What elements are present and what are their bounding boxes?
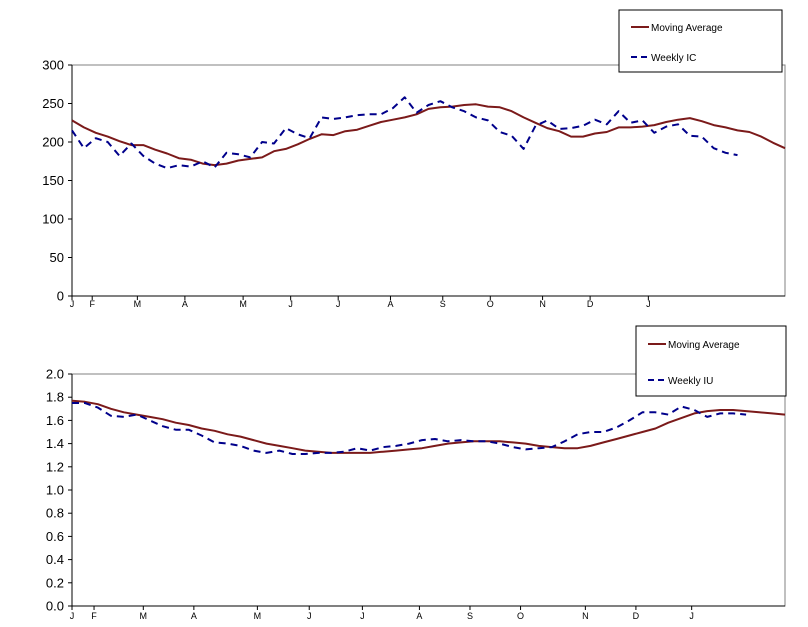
x-tick-label: M	[239, 299, 247, 309]
x-tick-label: J	[689, 611, 694, 621]
y-tick-label: 1.4	[46, 436, 64, 451]
y-tick-label: 1.8	[46, 390, 64, 405]
y-tick-label: 200	[42, 135, 64, 150]
x-tick-label: M	[134, 299, 142, 309]
x-tick-label: A	[416, 611, 422, 621]
x-tick-label: J	[646, 299, 651, 309]
legend-label: Weekly IC	[651, 53, 696, 64]
weekly-iu-line	[72, 402, 747, 455]
y-tick-label: 1.2	[46, 459, 64, 474]
x-tick-label: N	[539, 299, 546, 309]
x-tick-label: S	[467, 611, 473, 621]
y-tick-label: 100	[42, 212, 64, 227]
moving-average-line	[71, 103, 786, 167]
plot-area	[71, 64, 786, 297]
x-tick-label: J	[70, 611, 75, 621]
y-tick-label: 300	[42, 58, 64, 73]
x-tick-label: A	[387, 299, 393, 309]
y-tick-label: 0.0	[46, 599, 64, 614]
y-tick-label: 0.6	[46, 529, 64, 544]
x-tick-label: J	[307, 611, 312, 621]
legend-box	[618, 9, 783, 73]
x-tick-label: A	[191, 611, 197, 621]
legend-box	[635, 325, 787, 397]
x-tick-label: O	[517, 611, 524, 621]
y-tick-label: 0	[57, 289, 64, 304]
legend-label: Moving Average	[668, 340, 740, 351]
x-tick-label: A	[182, 299, 188, 309]
y-tick-label: 0.2	[46, 575, 64, 590]
legend-label: Moving Average	[651, 23, 723, 34]
x-tick-label: D	[587, 299, 594, 309]
x-tick-label: D	[633, 611, 640, 621]
y-tick-label: 150	[42, 173, 64, 188]
y-tick-label: 2.0	[46, 367, 64, 382]
x-tick-label: J	[288, 299, 293, 309]
legend-label: Weekly IU	[668, 376, 713, 387]
x-tick-label: M	[254, 611, 262, 621]
y-tick-label: 50	[50, 250, 64, 265]
y-tick-label: 0.4	[46, 552, 64, 567]
moving-average-line	[71, 399, 786, 454]
y-tick-label: 1.0	[46, 483, 64, 498]
y-tick-label: 0.8	[46, 506, 64, 521]
x-tick-label: J	[336, 299, 341, 309]
y-tick-label: 1.6	[46, 413, 64, 428]
x-tick-label: M	[140, 611, 148, 621]
x-tick-label: J	[360, 611, 365, 621]
weekly-ic-line	[71, 96, 738, 170]
x-tick-label: F	[89, 299, 95, 309]
x-tick-label: J	[70, 299, 75, 309]
x-tick-label: F	[91, 611, 97, 621]
x-tick-label: S	[440, 299, 446, 309]
x-tick-label: N	[582, 611, 589, 621]
y-tick-label: 250	[42, 96, 64, 111]
x-tick-label: O	[487, 299, 494, 309]
